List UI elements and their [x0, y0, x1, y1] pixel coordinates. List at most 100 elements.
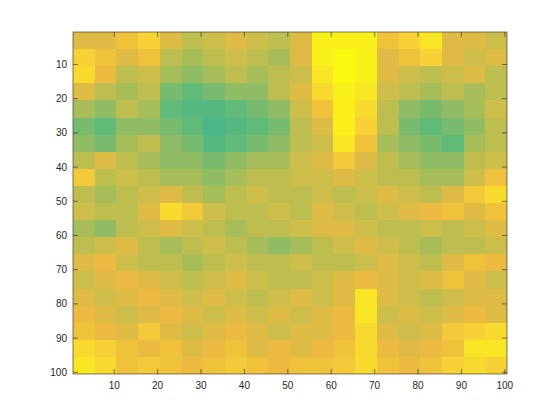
cell [442, 49, 464, 67]
cell [485, 323, 507, 341]
cell [420, 323, 442, 341]
cell [333, 66, 355, 84]
cell [203, 237, 225, 255]
cell [333, 83, 355, 101]
cell [399, 83, 421, 101]
y-tick [73, 235, 78, 236]
y-tick-label: 90 [56, 333, 68, 344]
y-tick [73, 338, 78, 339]
cell [485, 118, 507, 136]
cell [333, 340, 355, 358]
cell [420, 49, 442, 67]
cell [116, 254, 138, 272]
cell [464, 186, 486, 204]
cell [247, 135, 269, 153]
cell [442, 289, 464, 307]
cell [160, 186, 182, 204]
cell [333, 254, 355, 272]
cell [73, 357, 95, 374]
cell [464, 357, 486, 374]
cell [203, 186, 225, 204]
cell [268, 340, 290, 358]
cell [203, 152, 225, 170]
cell [399, 186, 421, 204]
cell [442, 357, 464, 374]
y-tick-right [502, 167, 507, 168]
cell [225, 118, 247, 136]
cell [203, 306, 225, 324]
cell [333, 220, 355, 238]
y-tick-right [502, 269, 507, 270]
y-tick-right [502, 372, 507, 373]
cell [73, 186, 95, 204]
cell [225, 306, 247, 324]
cell [290, 323, 312, 341]
cell [420, 32, 442, 50]
y-tick-label: 70 [56, 264, 68, 275]
cell [290, 357, 312, 374]
cell [290, 254, 312, 272]
cell [464, 203, 486, 221]
cell [203, 254, 225, 272]
cell [116, 135, 138, 153]
cell [442, 152, 464, 170]
x-tick-top [244, 32, 245, 37]
cell [138, 289, 160, 307]
cell [355, 271, 377, 289]
cell [355, 100, 377, 118]
cell [355, 169, 377, 187]
cell [73, 100, 95, 118]
cell [138, 340, 160, 358]
cell [420, 254, 442, 272]
cell [290, 152, 312, 170]
cell [73, 203, 95, 221]
x-tick-label: 90 [456, 380, 468, 391]
cell [442, 271, 464, 289]
cell [182, 323, 204, 341]
cell [420, 357, 442, 374]
cell [182, 254, 204, 272]
cell [160, 254, 182, 272]
x-tick-label: 10 [109, 380, 121, 391]
cell [203, 135, 225, 153]
cell [225, 357, 247, 374]
cell [116, 306, 138, 324]
cell [355, 152, 377, 170]
cell [182, 49, 204, 67]
cell [203, 32, 225, 50]
cell [160, 203, 182, 221]
cell [290, 220, 312, 238]
cell [290, 100, 312, 118]
cell [268, 100, 290, 118]
cell [203, 100, 225, 118]
cell [290, 237, 312, 255]
cell [225, 220, 247, 238]
cell [312, 32, 334, 50]
cell [73, 66, 95, 84]
cell [182, 83, 204, 101]
cell [464, 100, 486, 118]
cell [247, 220, 269, 238]
cell [333, 271, 355, 289]
cell [464, 66, 486, 84]
y-tick [73, 64, 78, 65]
cell [420, 289, 442, 307]
cell [268, 323, 290, 341]
y-tick-right [502, 64, 507, 65]
cell [399, 135, 421, 153]
cell [225, 271, 247, 289]
cell [464, 49, 486, 67]
cell [182, 340, 204, 358]
cell [333, 169, 355, 187]
y-tick [73, 167, 78, 168]
cell [225, 203, 247, 221]
cell [377, 340, 399, 358]
cell [377, 152, 399, 170]
cell [333, 32, 355, 50]
cell [73, 32, 95, 50]
cell [247, 169, 269, 187]
y-tick [73, 132, 78, 133]
cell [420, 237, 442, 255]
cell [225, 49, 247, 67]
x-tick [461, 369, 462, 374]
